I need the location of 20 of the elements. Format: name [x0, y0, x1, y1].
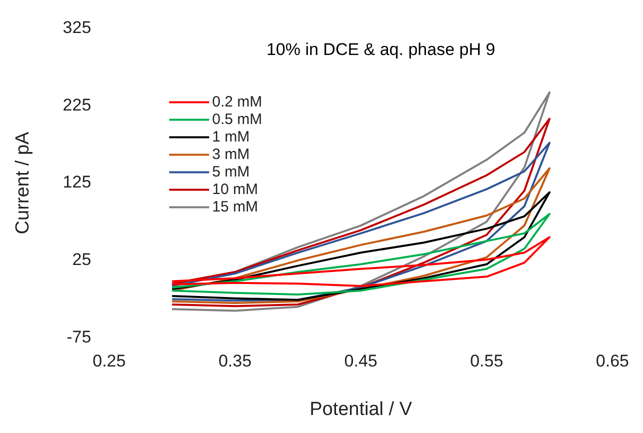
text: 10% in DCE & aq. phase pH 9	[266, 40, 496, 59]
x-tick-label: 0.55	[470, 352, 504, 371]
legend-label: 0.2 mM	[212, 93, 262, 110]
legend-label: 1 mM	[212, 128, 250, 146]
y-tick-label: 125	[62, 172, 92, 192]
legend-label: 15 mM	[212, 198, 258, 216]
x-axis-title: Potential / V	[310, 398, 412, 420]
y-tick-label: -75	[66, 327, 92, 346]
y-tick-label: 225	[62, 95, 92, 114]
x-tick-label: 0.45	[344, 352, 378, 371]
y-tick-label: 25	[72, 250, 92, 270]
legend-label: 5 mM	[212, 163, 250, 180]
x-tick-label: 0.65	[596, 352, 630, 371]
x-tick-label: 0.25	[92, 352, 126, 371]
legend-label: 0.5 mM	[212, 110, 262, 128]
y-axis-title: Current / pA	[12, 131, 34, 234]
legend-label: 3 mM	[212, 146, 250, 163]
y-tick-label: 325	[62, 18, 92, 37]
legend-label: 10 mM	[212, 180, 258, 198]
x-tick-label: 0.35	[218, 352, 252, 371]
